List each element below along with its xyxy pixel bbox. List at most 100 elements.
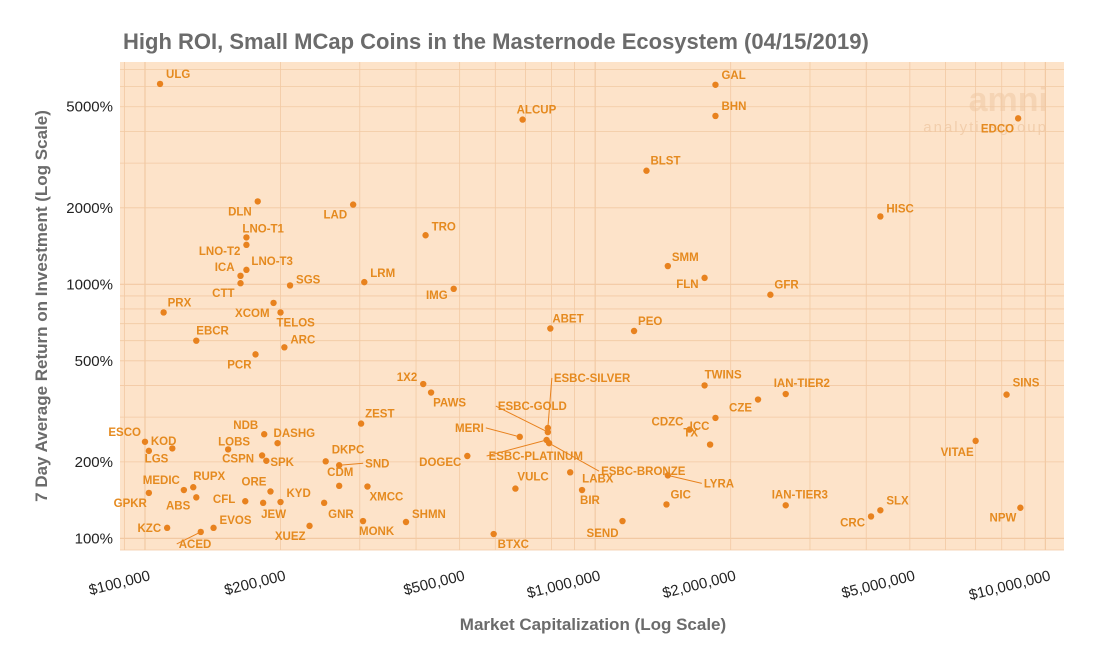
data-point-ctt xyxy=(237,280,244,287)
data-label-twins: TWINS xyxy=(705,369,742,381)
data-point-edco xyxy=(1014,115,1022,122)
leader-line xyxy=(548,442,600,472)
data-label-sins: SINS xyxy=(1013,378,1040,390)
data-point-img xyxy=(450,285,457,293)
data-label-npw: NPW xyxy=(990,513,1017,525)
data-point-gic xyxy=(663,501,670,508)
data-point-kzc xyxy=(163,524,171,532)
leader-line xyxy=(176,531,201,545)
data-point-ore xyxy=(267,488,274,495)
data-label-sgs: SGS xyxy=(296,274,321,286)
data-label-dashg: DASHG xyxy=(274,428,316,440)
data-label-spk: SPK xyxy=(270,457,294,469)
data-label-ian-tier2: IAN-TIER2 xyxy=(774,378,830,390)
data-label-shmn: SHMN xyxy=(412,509,446,521)
data-label-lyra: LYRA xyxy=(704,478,734,490)
data-point-snd xyxy=(335,462,343,469)
data-point-monk xyxy=(359,517,367,525)
data-point-btxc xyxy=(490,530,497,538)
data-point-rupx xyxy=(190,484,197,491)
data-label-esbc-silver: ESBC-SILVER xyxy=(554,373,631,385)
data-label-blst: BLST xyxy=(650,156,680,168)
watermark-brand: amni xyxy=(969,81,1048,119)
data-point-send xyxy=(619,517,626,525)
data-point-zest xyxy=(357,420,365,427)
data-label-dln: DLN xyxy=(228,206,252,218)
leader-line xyxy=(339,462,364,466)
data-point-esbc-bronze xyxy=(545,439,553,447)
data-point-1x2 xyxy=(420,380,427,388)
data-point-dogec xyxy=(464,452,471,460)
data-point-ian-tier2 xyxy=(782,390,789,398)
data-point-spk xyxy=(263,457,270,464)
watermark-tagline: analyticsgroup xyxy=(923,119,1048,136)
data-point-abs xyxy=(193,494,200,501)
y-tick-label: 1000% xyxy=(66,276,113,293)
data-point-dln xyxy=(254,198,261,205)
x-tick-label: $5,000,000 xyxy=(840,567,917,602)
chart-title: High ROI, Small MCap Coins in the Master… xyxy=(123,29,869,54)
data-point-blst xyxy=(643,167,650,174)
data-label-vulc: VULC xyxy=(517,472,548,484)
data-point-lno-t3 xyxy=(243,266,250,274)
x-tick-label: $2,000,000 xyxy=(661,567,738,602)
data-point-prx xyxy=(160,309,167,316)
data-point-aced xyxy=(197,528,204,536)
x-axis-ticks: $100,000 $200,000 $500,000 $1,000,000 $2,000… xyxy=(87,567,1052,604)
data-label-snd: SND xyxy=(365,458,389,470)
data-point-lno-t2 xyxy=(243,241,250,249)
data-label-telos: TELOS xyxy=(277,317,316,329)
data-point-bir xyxy=(578,486,586,494)
data-label-gic: GIC xyxy=(670,489,690,501)
data-label-ebcr: EBCR xyxy=(196,326,229,338)
data-point-cfl xyxy=(242,498,249,505)
data-label-kzc: KZC xyxy=(138,523,162,535)
data-label-lobs: LOBS xyxy=(218,436,250,448)
data-label-lrm: LRM xyxy=(370,268,395,280)
data-point-kod xyxy=(145,447,153,455)
data-point-abet xyxy=(547,325,554,332)
data-label-esco: ESCO xyxy=(108,427,141,439)
data-point-lno-t1 xyxy=(243,234,250,241)
data-label-xmcc: XMCC xyxy=(369,492,403,504)
data-label-esbc-platinum: ESBC-PLATINUM xyxy=(489,451,583,463)
data-label-zest: ZEST xyxy=(365,409,394,421)
data-label-lno-t2: LNO-T2 xyxy=(199,246,241,258)
data-point-vulc xyxy=(512,485,519,492)
leader-line xyxy=(547,377,553,429)
data-label-dogec: DOGEC xyxy=(419,457,461,469)
data-label-jew: JEW xyxy=(261,509,286,521)
leader-line xyxy=(486,439,547,457)
data-point-xmcc xyxy=(364,483,371,490)
data-label-crc: CRC xyxy=(840,517,865,529)
data-point-hisc xyxy=(877,213,884,220)
data-point-gfr xyxy=(767,291,774,298)
data-label-pcr: PCR xyxy=(227,359,252,371)
data-label-alcup: ALCUP xyxy=(517,105,557,117)
y-tick-label: 5000% xyxy=(66,99,113,116)
data-point-pcr xyxy=(252,351,259,358)
data-label-img: IMG xyxy=(426,290,448,302)
data-point-vitae xyxy=(972,437,979,445)
data-point-ulg xyxy=(156,80,164,88)
data-point-gnr xyxy=(320,499,328,507)
data-label-edco: EDCO xyxy=(981,123,1014,135)
data-point-labx xyxy=(566,469,574,476)
data-label-cze: CZE xyxy=(729,403,752,415)
data-point-tro xyxy=(422,232,429,239)
data-point-jew xyxy=(259,499,267,507)
data-point-smm xyxy=(664,262,672,270)
data-label-gnr: GNR xyxy=(328,509,354,521)
data-point-lgs xyxy=(169,445,176,452)
data-label-lgs: LGS xyxy=(145,453,169,465)
x-tick-label: $200,000 xyxy=(223,567,288,599)
data-point-cze xyxy=(754,396,762,403)
data-point-xuez xyxy=(306,522,313,530)
x-tick-label: $1,000,000 xyxy=(525,567,602,602)
data-label-lno-t1: LNO-T1 xyxy=(242,223,284,235)
data-label-btxc: BTXC xyxy=(498,539,529,551)
data-label-ndb: NDB xyxy=(233,420,258,432)
data-label-gfr: GFR xyxy=(774,280,799,292)
data-point-sgs xyxy=(286,282,294,289)
